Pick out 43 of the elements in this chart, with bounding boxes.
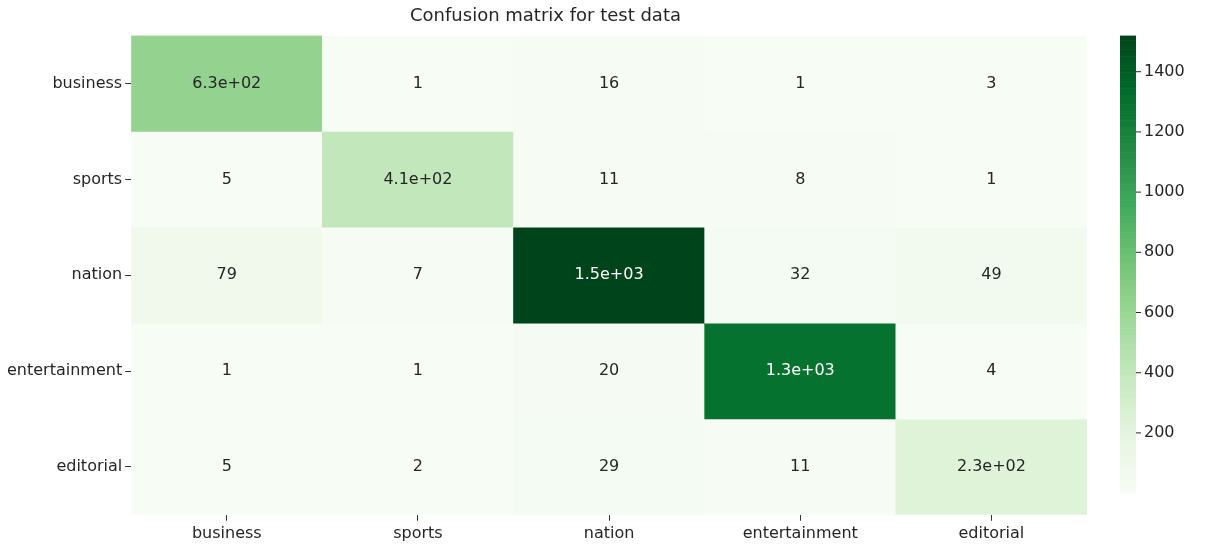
data-label: 1 (221, 360, 232, 380)
data-label: 6.3e+02 (192, 72, 262, 92)
data-label: 11 (790, 456, 811, 476)
data-label: 3 (986, 72, 997, 92)
color-bar-label: 1200 (1144, 121, 1185, 141)
data-label: 1 (412, 72, 424, 92)
color-bar-label: 600 (1144, 301, 1175, 321)
data-label: 2.3e+02 (956, 456, 1026, 476)
color-bar-label: 800 (1144, 241, 1175, 261)
data-label: 2 (412, 456, 424, 476)
data-label: 4.1e+02 (383, 168, 453, 188)
data-label: 8 (795, 168, 806, 188)
color-bar-label: 1400 (1144, 60, 1185, 80)
color-bar-label: 1000 (1144, 181, 1185, 201)
data-label: 1 (412, 360, 424, 380)
data-label: 1 (986, 168, 997, 188)
x-tick-label: entertainment (742, 522, 858, 542)
data-label: 1.5e+03 (574, 264, 644, 284)
data-label: 49 (981, 264, 1002, 284)
y-tick-label: editorial (56, 456, 123, 476)
data-label: 20 (598, 360, 620, 380)
data-label: 16 (598, 72, 620, 92)
data-label: 7 (412, 264, 424, 284)
x-tick-label: sports (393, 522, 443, 542)
y-tick-label: sports (72, 168, 123, 188)
data-label: 11 (598, 168, 620, 188)
data-label: 32 (790, 264, 811, 284)
x-tick-label: business (191, 522, 262, 542)
data-label: 5 (221, 456, 232, 476)
x-tick-label: editorial (958, 522, 1025, 542)
x-tick-label: nation (583, 522, 635, 542)
chart-title: Confusion matrix for test data (410, 4, 681, 26)
y-tick-label: entertainment (7, 360, 123, 380)
data-label: 4 (986, 360, 997, 380)
data-label: 5 (221, 168, 232, 188)
color-bar-label: 200 (1144, 422, 1175, 442)
data-label: 29 (598, 456, 620, 476)
y-tick-label: nation (71, 264, 123, 284)
y-tick-label: business (52, 72, 123, 92)
data-label: 79 (216, 264, 237, 284)
color-bar-label: 400 (1144, 361, 1175, 381)
data-label: 1 (795, 72, 806, 92)
data-label: 1.3e+03 (765, 360, 835, 380)
